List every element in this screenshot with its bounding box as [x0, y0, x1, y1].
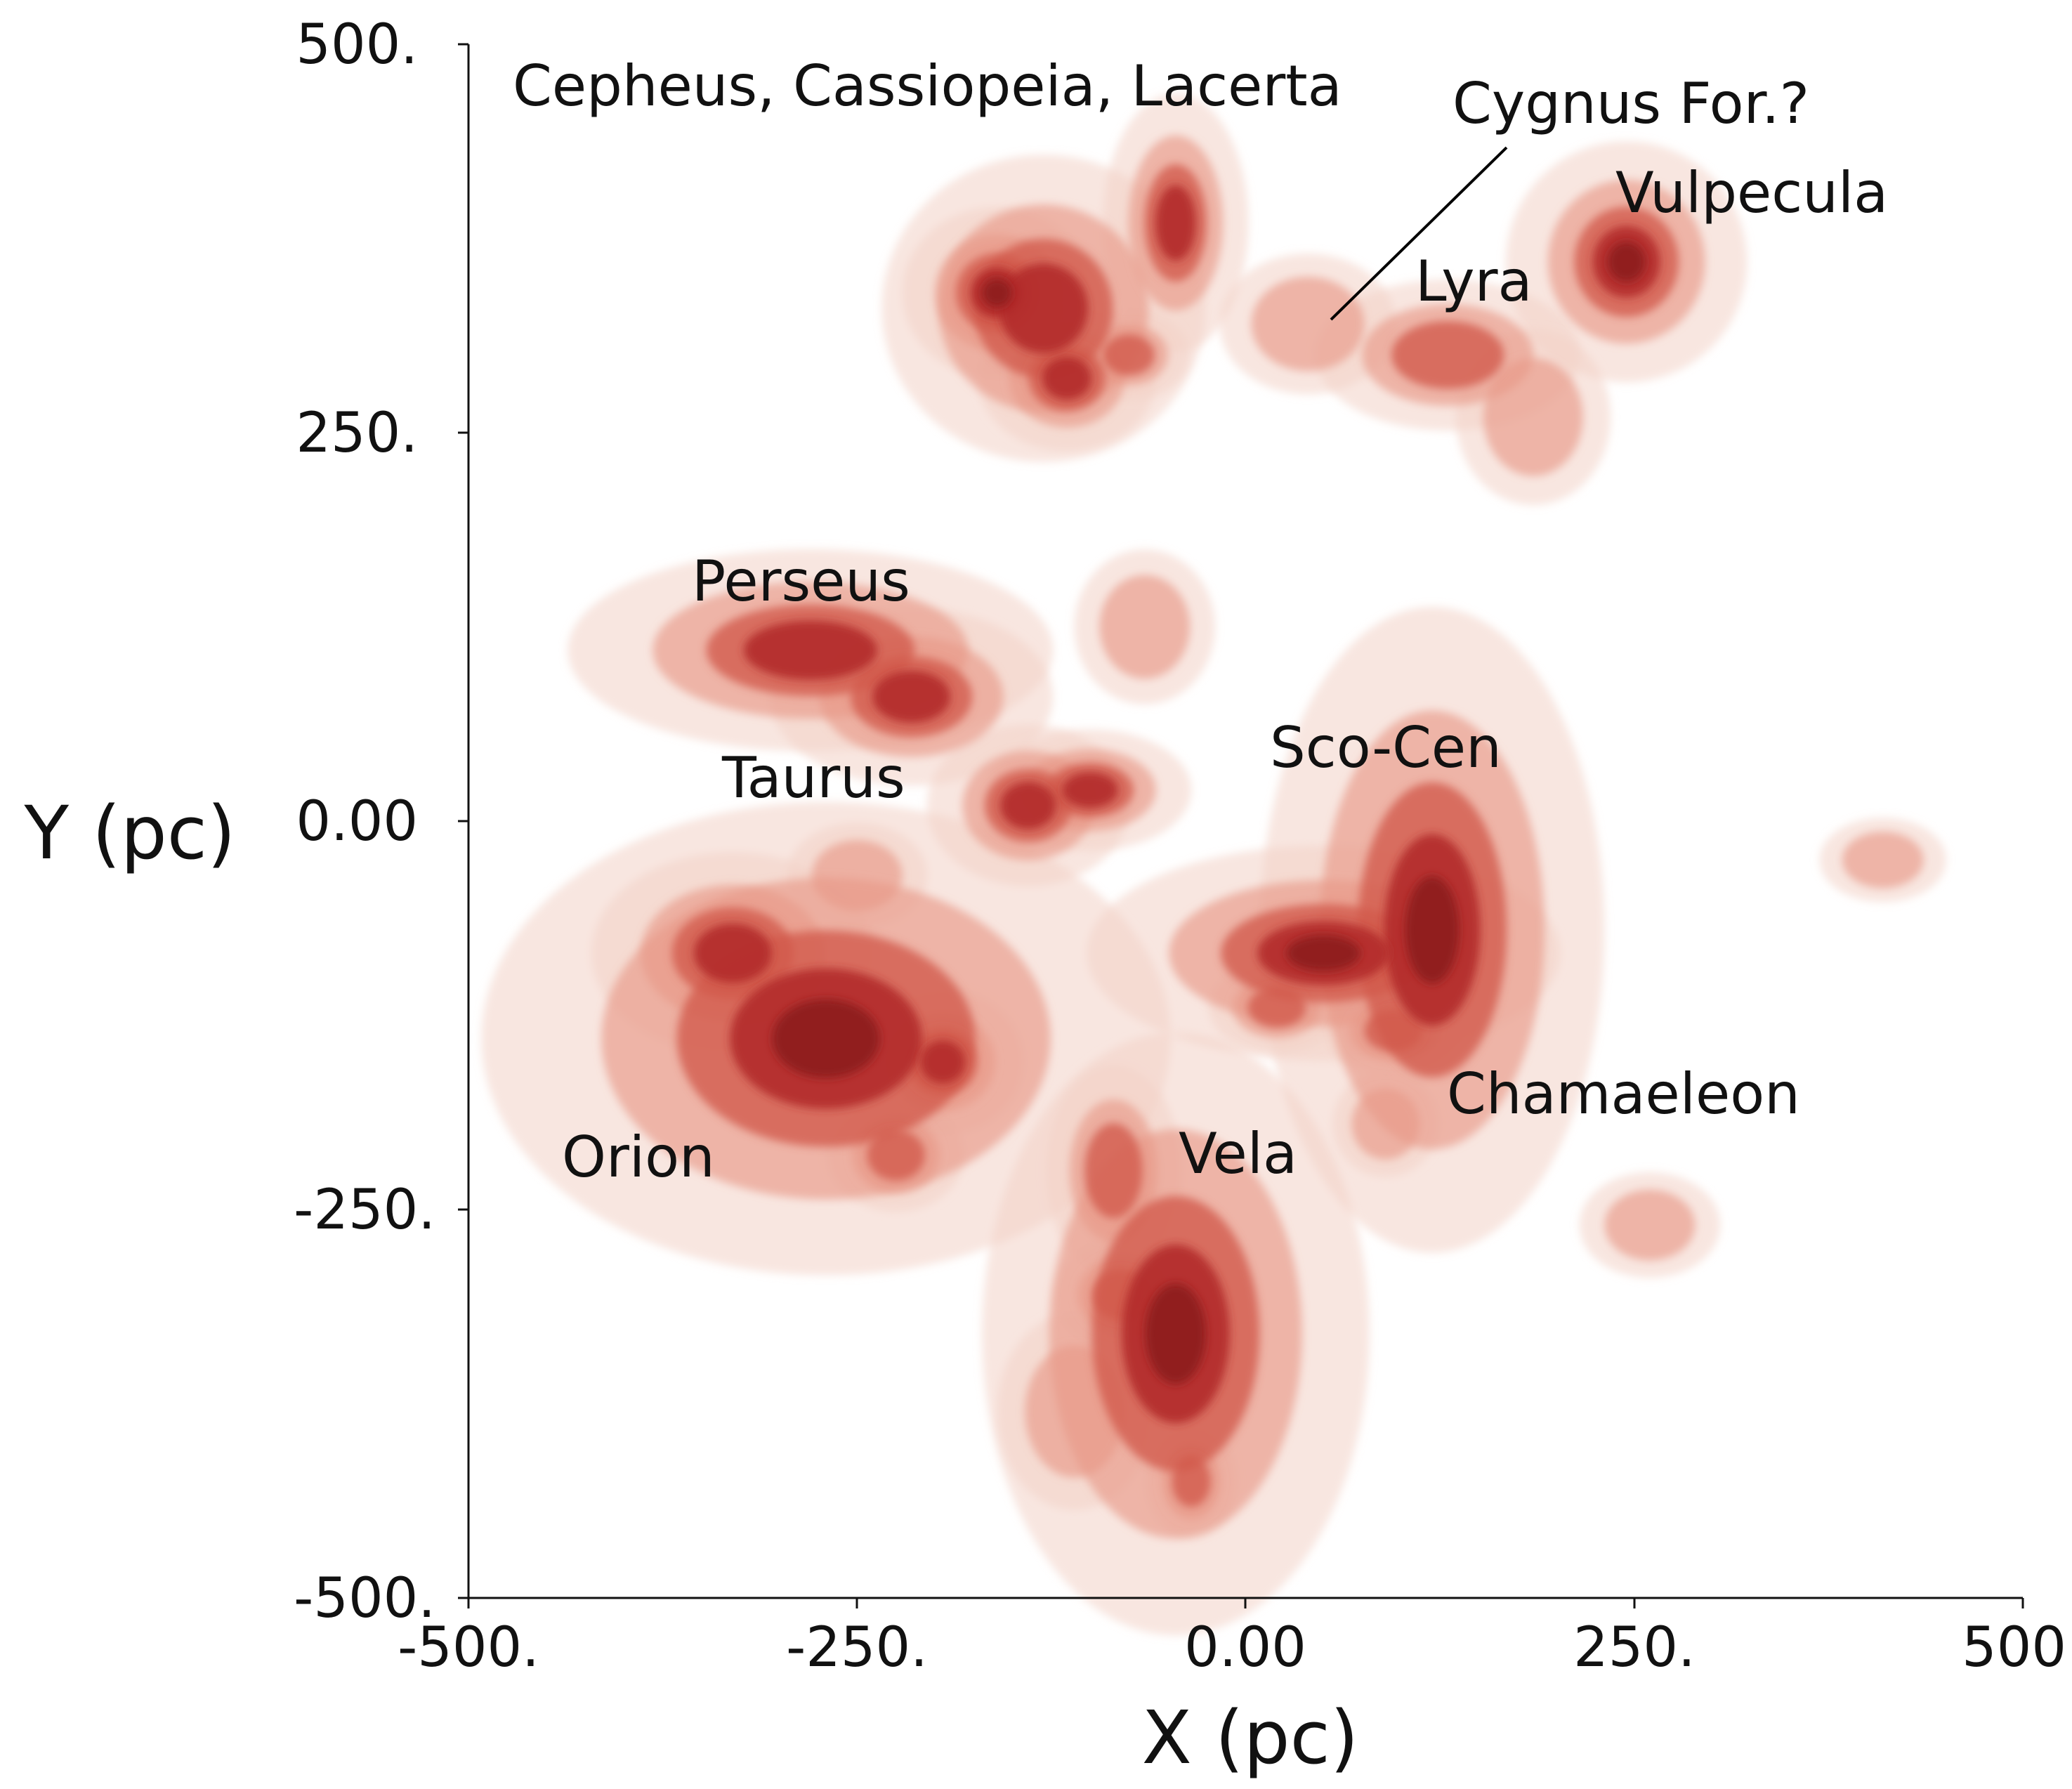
region-label-taurus: Taurus	[721, 745, 905, 811]
axis-ticks: -500. -250. 0.00 250. 500. 500. 250. 0.0…	[294, 13, 2072, 1679]
cloud-shell-2	[1842, 832, 1924, 889]
region-label-lyra: Lyra	[1415, 249, 1532, 314]
x-tick-label: 0.00	[1184, 1616, 1306, 1679]
region-label-perseus: Perseus	[692, 549, 910, 614]
cloud-shell-5	[982, 278, 1012, 308]
cloud-shell-2	[1251, 277, 1365, 372]
cloud-shell-3	[1084, 1123, 1143, 1219]
cloud-shell-5	[772, 999, 880, 1078]
cloud-shell-5	[1405, 876, 1460, 984]
region-label-vulpecula: Vulpecula	[1615, 160, 1888, 225]
cloud-shell-5	[1286, 935, 1360, 971]
x-tick-label: 250.	[1573, 1616, 1696, 1679]
cloud-shell-2	[1604, 1189, 1696, 1261]
cloud-shell-3	[1103, 334, 1155, 376]
cloud-shell-5	[1145, 1283, 1206, 1384]
cloud-shell-4	[744, 620, 877, 680]
cloud-shell-2	[1351, 1088, 1420, 1160]
region-label-sco-cen: Sco-Cen	[1270, 715, 1502, 780]
x-tick-label: -500.	[398, 1616, 539, 1679]
cloud-shell-3	[1172, 1455, 1211, 1507]
cloud-shell-4	[693, 924, 772, 983]
cloud-shell-3	[867, 1129, 925, 1181]
region-label-vela: Vela	[1179, 1121, 1297, 1186]
cloud-shell-4	[1042, 357, 1091, 400]
cloud-shell-5	[1607, 242, 1646, 282]
region-label-chamaeleon: Chamaeleon	[1447, 1061, 1800, 1127]
cloud-shell-3	[1364, 1010, 1422, 1051]
y-tick-label: -250.	[294, 1179, 435, 1242]
cloud-density-layer	[481, 93, 1947, 1636]
region-label-orion: Orion	[562, 1125, 715, 1190]
cloud-shell-4	[1062, 772, 1118, 808]
cloud-shell-4	[920, 1040, 965, 1084]
cloud-shell-4	[999, 263, 1089, 353]
region-labels: Cepheus, Cassiopeia, Lacerta Cygnus For.…	[513, 53, 1888, 1190]
y-tick-label: 0.00	[296, 790, 418, 853]
cloud-shell-4	[1000, 782, 1056, 830]
y-axis-title: Y (pc)	[24, 790, 236, 876]
y-tick-label: 500.	[296, 13, 418, 77]
region-label-cepheus: Cepheus, Cassiopeia, Lacerta	[513, 53, 1342, 119]
x-tick-label: -250.	[786, 1616, 928, 1679]
x-axis-title: X (pc)	[1142, 1695, 1359, 1781]
y-tick-label: 250.	[296, 402, 418, 465]
cloud-shell-4	[1155, 185, 1196, 261]
y-tick-label: -500.	[294, 1567, 435, 1630]
cloud-shell-3	[1391, 321, 1504, 389]
region-label-cygnus: Cygnus For.?	[1453, 71, 1809, 136]
cloud-shell-2	[1483, 358, 1583, 476]
cloud-shell-3	[1247, 987, 1306, 1028]
cloud-shell-4	[872, 671, 950, 723]
cloud-shell-2	[1099, 575, 1191, 679]
x-tick-label: 500.	[1962, 1616, 2072, 1679]
cygnus-pointer-line	[1330, 146, 1508, 321]
